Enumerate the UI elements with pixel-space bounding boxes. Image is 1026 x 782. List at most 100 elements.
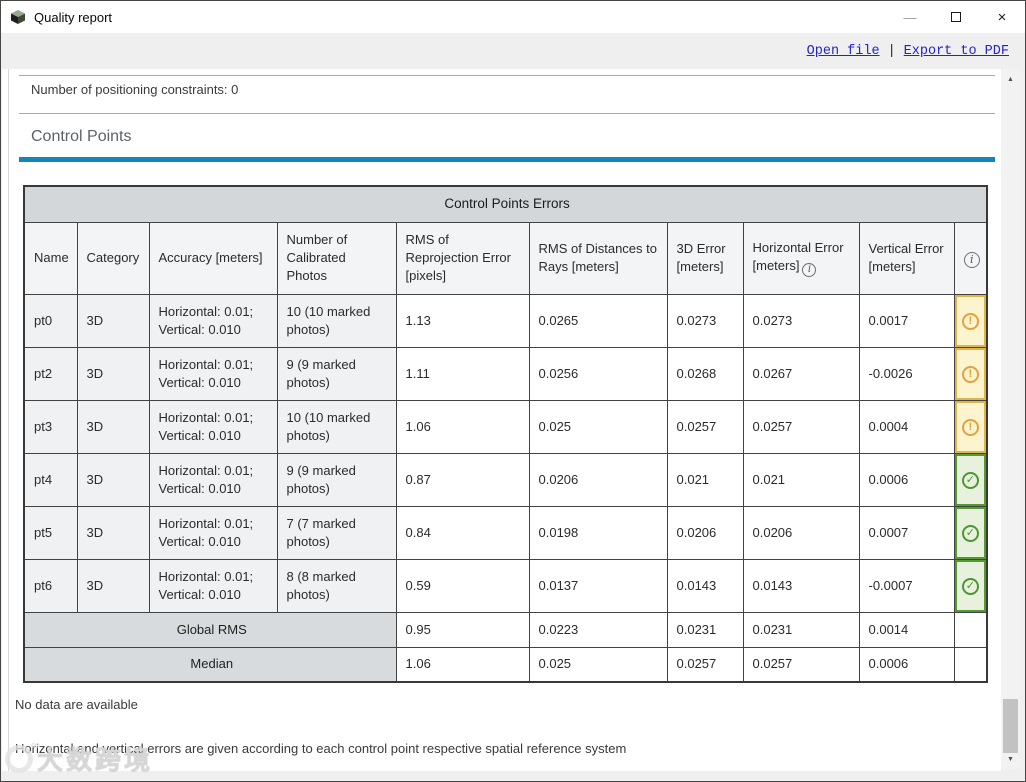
summary-row-median: Median 1.06 0.025 0.0257 0.0257 0.0006 xyxy=(23,646,988,683)
cell-rms-distances: 0.0206 xyxy=(528,452,668,507)
cell-vertical-error: 0.0006 xyxy=(858,646,955,683)
cell-vertical-error: 0.0017 xyxy=(858,293,955,348)
cell-name: pt2 xyxy=(23,346,78,401)
cell-horizontal-error: 0.0206 xyxy=(742,505,860,560)
cell-accuracy: Horizontal: 0.01; Vertical: 0.010 xyxy=(148,505,278,560)
header-category: Category xyxy=(76,221,150,295)
cell-accuracy: Horizontal: 0.01; Vertical: 0.010 xyxy=(148,399,278,454)
cell-rms-reprojection: 1.06 xyxy=(395,646,530,683)
status-ok-icon: ✓ xyxy=(961,525,979,543)
cell-3d-error: 0.0257 xyxy=(666,646,744,683)
control-points-errors-table: Control Points Errors Name Category Accu… xyxy=(23,185,989,683)
table-header-row: Name Category Accuracy [meters] Number o… xyxy=(23,221,988,295)
cell-vertical-error: 0.0014 xyxy=(858,611,955,648)
cell-rms-distances: 0.025 xyxy=(528,646,668,683)
cell-photos: 8 (8 marked photos) xyxy=(276,558,397,613)
cell-photos: 7 (7 marked photos) xyxy=(276,505,397,560)
header-vertical-error: Vertical Error [meters] xyxy=(858,221,955,295)
cell-vertical-error: 0.0006 xyxy=(858,452,955,507)
cell-rms-distances: 0.0137 xyxy=(528,558,668,613)
window-controls: — × xyxy=(887,1,1025,33)
cell-name: pt6 xyxy=(23,558,78,613)
status-cell-empty xyxy=(953,646,988,683)
cell-name: pt3 xyxy=(23,399,78,454)
section-title: Control Points xyxy=(31,128,132,145)
table-row: pt4 3D Horizontal: 0.01; Vertical: 0.010… xyxy=(23,452,988,507)
table-row: pt5 3D Horizontal: 0.01; Vertical: 0.010… xyxy=(23,505,988,560)
header-photos: Number of Calibrated Photos xyxy=(276,221,397,295)
cell-3d-error: 0.0206 xyxy=(666,505,744,560)
export-to-pdf-link[interactable]: Export to PDF xyxy=(903,43,1009,59)
info-icon[interactable]: i xyxy=(802,262,817,277)
table-row: pt2 3D Horizontal: 0.01; Vertical: 0.010… xyxy=(23,346,988,401)
cell-rms-distances: 0.0256 xyxy=(528,346,668,401)
status-warning-icon: ! xyxy=(961,313,979,331)
scroll-up-icon[interactable]: ▲ xyxy=(1007,75,1014,83)
cell-3d-error: 0.0268 xyxy=(666,346,744,401)
maximize-icon xyxy=(951,12,961,22)
cell-category: 3D xyxy=(76,558,150,613)
status-cell-empty xyxy=(953,611,988,648)
cell-rms-reprojection: 0.95 xyxy=(395,611,530,648)
header-horizontal-error: Horizontal Error [meters] i xyxy=(742,221,860,295)
cell-vertical-error: 0.0007 xyxy=(858,505,955,560)
minimize-button[interactable]: — xyxy=(903,9,917,25)
cell-horizontal-error: 0.021 xyxy=(742,452,860,507)
cell-category: 3D xyxy=(76,346,150,401)
cell-rms-reprojection: 1.11 xyxy=(395,346,530,401)
cell-rms-distances: 0.0198 xyxy=(528,505,668,560)
status-cell: ✓ xyxy=(953,505,988,560)
cell-rms-distances: 0.025 xyxy=(528,399,668,454)
table-row: pt3 3D Horizontal: 0.01; Vertical: 0.010… xyxy=(23,399,988,454)
scrollbar-thumb[interactable] xyxy=(1003,699,1018,753)
open-file-link[interactable]: Open file xyxy=(806,43,880,59)
cell-category: 3D xyxy=(76,505,150,560)
summary-row-global-rms: Global RMS 0.95 0.0223 0.0231 0.0231 0.0… xyxy=(23,611,988,648)
title-bar: Quality report — × xyxy=(1,1,1025,33)
cell-accuracy: Horizontal: 0.01; Vertical: 0.010 xyxy=(148,558,278,613)
summary-label: Global RMS xyxy=(23,611,397,648)
table-title: Control Points Errors xyxy=(23,185,988,223)
header-status: i xyxy=(953,221,988,295)
cell-accuracy: Horizontal: 0.01; Vertical: 0.010 xyxy=(148,293,278,348)
cell-name: pt5 xyxy=(23,505,78,560)
cell-rms-reprojection: 0.87 xyxy=(395,452,530,507)
status-ok-icon: ✓ xyxy=(961,578,979,596)
cell-rms-reprojection: 1.13 xyxy=(395,293,530,348)
cell-photos: 9 (9 marked photos) xyxy=(276,452,397,507)
cell-horizontal-error: 0.0257 xyxy=(742,399,860,454)
maximize-button[interactable] xyxy=(933,1,979,33)
table-row: pt0 3D Horizontal: 0.01; Vertical: 0.010… xyxy=(23,293,988,348)
cell-name: pt0 xyxy=(23,293,78,348)
cell-horizontal-error: 0.0267 xyxy=(742,346,860,401)
cell-accuracy: Horizontal: 0.01; Vertical: 0.010 xyxy=(148,452,278,507)
cell-name: pt4 xyxy=(23,452,78,507)
cell-category: 3D xyxy=(76,293,150,348)
info-icon[interactable]: i xyxy=(963,251,980,268)
cell-3d-error: 0.0273 xyxy=(666,293,744,348)
cell-vertical-error: -0.0026 xyxy=(858,346,955,401)
app-cube-icon xyxy=(11,10,25,24)
close-button[interactable]: × xyxy=(997,8,1007,26)
vertical-scrollbar[interactable]: ▲ ▼ xyxy=(1001,69,1020,769)
header-rms-reprojection: RMS of Reprojection Error [pixels] xyxy=(395,221,530,295)
status-ok-icon: ✓ xyxy=(961,472,979,490)
cell-category: 3D xyxy=(76,399,150,454)
cell-horizontal-error: 0.0273 xyxy=(742,293,860,348)
status-cell: ! xyxy=(953,399,988,454)
report-viewport: Number of positioning constraints: 0 Con… xyxy=(1,69,1025,781)
status-cell: ✓ xyxy=(953,452,988,507)
scroll-down-icon[interactable]: ▼ xyxy=(1007,755,1014,763)
cell-photos: 10 (10 marked photos) xyxy=(276,293,397,348)
cell-vertical-error: -0.0007 xyxy=(858,558,955,613)
window-title: Quality report xyxy=(34,9,113,25)
header-3d-error: 3D Error [meters] xyxy=(666,221,744,295)
cell-horizontal-error: 0.0143 xyxy=(742,558,860,613)
separator-line xyxy=(19,113,995,114)
header-accuracy: Accuracy [meters] xyxy=(148,221,278,295)
cell-rms-distances: 0.0223 xyxy=(528,611,668,648)
cell-horizontal-error: 0.0257 xyxy=(742,646,860,683)
no-data-text: No data are available xyxy=(15,697,138,712)
cell-vertical-error: 0.0004 xyxy=(858,399,955,454)
cell-3d-error: 0.0257 xyxy=(666,399,744,454)
